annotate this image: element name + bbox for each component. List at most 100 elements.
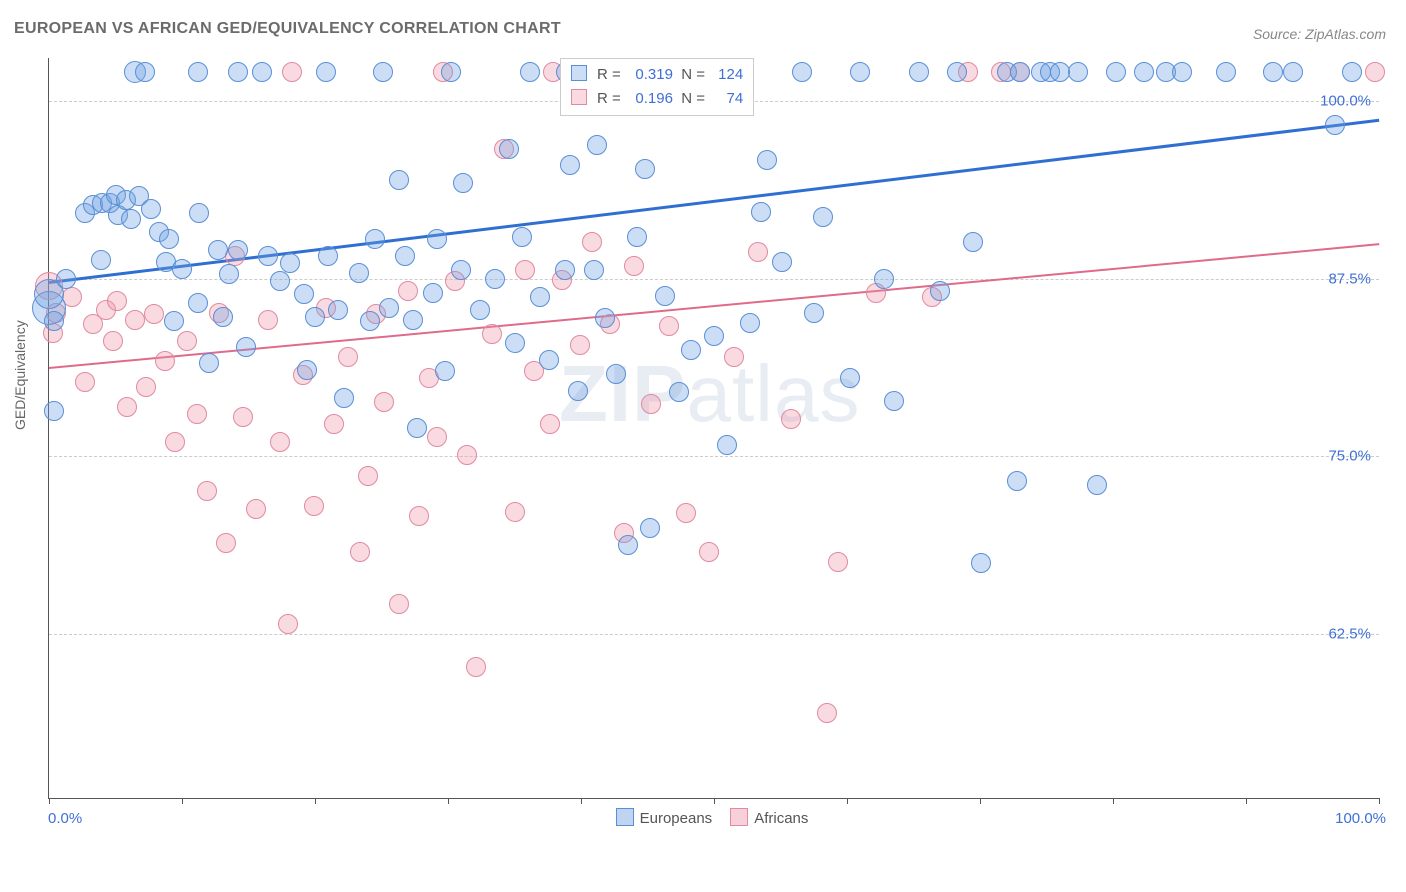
data-point: [258, 246, 278, 266]
data-point: [246, 499, 266, 519]
data-point: [804, 303, 824, 323]
data-point: [828, 552, 848, 572]
data-point: [172, 259, 192, 279]
data-point: [453, 173, 473, 193]
data-point: [1106, 62, 1126, 82]
data-point: [358, 466, 378, 486]
data-point: [963, 232, 983, 252]
y-axis-label: GED/Equivalency: [12, 320, 28, 430]
data-point: [91, 250, 111, 270]
data-point: [655, 286, 675, 306]
data-point: [515, 260, 535, 280]
data-point: [681, 340, 701, 360]
data-point: [1325, 115, 1345, 135]
data-point: [395, 246, 415, 266]
data-point: [141, 199, 161, 219]
data-point: [717, 435, 737, 455]
data-point: [213, 307, 233, 327]
data-point: [121, 209, 141, 229]
data-point: [270, 432, 290, 452]
legend-label: Europeans: [640, 810, 713, 827]
data-point: [197, 481, 217, 501]
data-point: [595, 308, 615, 328]
gridline: [49, 456, 1379, 457]
data-point: [374, 392, 394, 412]
source-attribution: Source: ZipAtlas.com: [1253, 26, 1386, 42]
x-tick: [581, 798, 582, 804]
data-point: [781, 409, 801, 429]
data-point: [757, 150, 777, 170]
data-point: [505, 502, 525, 522]
data-point: [813, 207, 833, 227]
data-point: [316, 62, 336, 82]
data-point: [618, 535, 638, 555]
data-point: [512, 227, 532, 247]
data-point: [324, 414, 344, 434]
x-tick: [1113, 798, 1114, 804]
chart-title: EUROPEAN VS AFRICAN GED/EQUIVALENCY CORR…: [14, 20, 561, 38]
data-point: [136, 377, 156, 397]
data-point: [177, 331, 197, 351]
data-point: [75, 372, 95, 392]
data-point: [159, 229, 179, 249]
data-point: [659, 316, 679, 336]
data-point: [676, 503, 696, 523]
data-point: [278, 614, 298, 634]
x-tick: [714, 798, 715, 804]
x-tick: [1379, 798, 1380, 804]
data-point: [125, 310, 145, 330]
data-point: [540, 414, 560, 434]
data-point: [457, 445, 477, 465]
data-point: [216, 533, 236, 553]
data-point: [328, 300, 348, 320]
data-point: [56, 269, 76, 289]
data-point: [669, 382, 689, 402]
gridline: [49, 279, 1379, 280]
data-point: [379, 298, 399, 318]
stat-r-value: 0.196: [625, 87, 673, 111]
data-point: [252, 62, 272, 82]
data-point: [360, 311, 380, 331]
data-point: [389, 170, 409, 190]
data-point: [539, 350, 559, 370]
x-tick: [448, 798, 449, 804]
data-point: [1050, 62, 1070, 82]
data-point: [1172, 62, 1192, 82]
data-point: [874, 269, 894, 289]
data-point: [334, 388, 354, 408]
scatter-plot-area: ZIPatlas 62.5%75.0%87.5%100.0%: [48, 58, 1379, 799]
legend-stats-row: R = 0.196 N = 74: [571, 87, 743, 111]
data-point: [164, 311, 184, 331]
data-point: [305, 307, 325, 327]
x-tick: [847, 798, 848, 804]
data-point: [947, 62, 967, 82]
legend-swatch: [571, 65, 587, 81]
data-point: [699, 542, 719, 562]
data-point: [135, 62, 155, 82]
watermark: ZIPatlas: [559, 348, 860, 440]
data-point: [44, 401, 64, 421]
data-point: [792, 62, 812, 82]
y-tick-label: 75.0%: [1328, 448, 1371, 465]
data-point: [840, 368, 860, 388]
data-point: [350, 542, 370, 562]
legend-swatch: [571, 89, 587, 105]
data-point: [560, 155, 580, 175]
data-point: [165, 432, 185, 452]
data-point: [1365, 62, 1385, 82]
data-point: [427, 427, 447, 447]
data-point: [318, 246, 338, 266]
data-point: [555, 260, 575, 280]
data-point: [606, 364, 626, 384]
data-point: [1216, 62, 1236, 82]
y-tick-label: 87.5%: [1328, 270, 1371, 287]
data-point: [389, 594, 409, 614]
data-point: [570, 335, 590, 355]
legend-label: Africans: [754, 810, 808, 827]
data-point: [1283, 62, 1303, 82]
data-point: [1068, 62, 1088, 82]
data-point: [624, 256, 644, 276]
stat-r-value: 0.319: [625, 63, 673, 87]
x-tick: [49, 798, 50, 804]
data-point: [117, 397, 137, 417]
